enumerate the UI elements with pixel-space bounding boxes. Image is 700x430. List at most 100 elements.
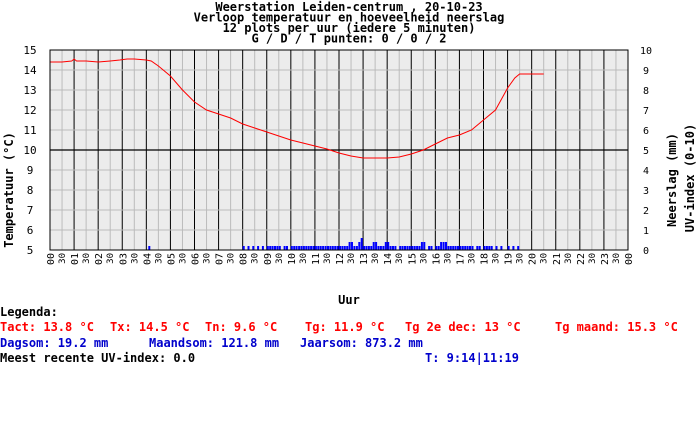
precip-bar bbox=[367, 246, 370, 250]
precip-bar bbox=[413, 246, 416, 250]
y-tick-left: 12 bbox=[23, 104, 36, 117]
x-tick-hour: 16 bbox=[431, 253, 442, 265]
precip-bar bbox=[471, 246, 474, 250]
precip-bar bbox=[406, 246, 409, 250]
x-tick-half: 30 bbox=[154, 253, 164, 264]
x-tick-hour: 13 bbox=[359, 253, 370, 265]
precip-bar bbox=[449, 246, 452, 250]
precip-bar bbox=[290, 246, 293, 250]
precip-bar bbox=[418, 246, 421, 250]
precip-bar bbox=[358, 242, 361, 250]
precip-bar bbox=[490, 246, 493, 250]
legend-tg: Tg: 11.9 °C bbox=[305, 320, 385, 334]
x-tick-hour: 00 bbox=[46, 253, 57, 265]
precip-bar bbox=[488, 246, 491, 250]
y-tick-left: 15 bbox=[23, 44, 36, 57]
x-tick-hour: 00 bbox=[624, 253, 635, 265]
x-tick-half: 30 bbox=[516, 253, 526, 264]
precip-bar bbox=[365, 246, 368, 250]
precip-bar bbox=[430, 246, 433, 250]
precip-bar bbox=[261, 246, 264, 250]
x-tick-hour: 20 bbox=[528, 253, 539, 265]
y-tick-left: 9 bbox=[27, 164, 34, 177]
precip-bar bbox=[252, 246, 255, 250]
x-tick-hour: 11 bbox=[311, 253, 322, 265]
precip-bar bbox=[346, 246, 349, 250]
precip-bar bbox=[445, 242, 447, 250]
title-line: Verloop temperatuur en hoeveelheid neers… bbox=[194, 11, 505, 25]
precip-bar bbox=[500, 246, 503, 250]
precip-bar bbox=[343, 246, 346, 250]
y-tick-right: 4 bbox=[643, 166, 649, 177]
precip-bar bbox=[459, 246, 462, 250]
y-tick-left: 14 bbox=[23, 64, 37, 77]
precip-bar bbox=[324, 246, 327, 250]
x-tick-hour: 03 bbox=[118, 253, 129, 265]
x-tick-half: 30 bbox=[106, 253, 116, 264]
precip-bar bbox=[416, 246, 419, 250]
x-tick-half: 30 bbox=[299, 253, 309, 264]
precip-bar bbox=[384, 242, 387, 250]
precip-bar bbox=[375, 242, 378, 250]
precip-bar bbox=[314, 246, 317, 250]
precip-bar bbox=[447, 246, 450, 250]
precip-bar bbox=[274, 246, 276, 250]
precip-bar bbox=[339, 246, 341, 250]
legend-uv-index: Meest recente UV-index: 0.0 bbox=[0, 351, 196, 365]
precip-bar bbox=[401, 246, 404, 250]
y-tick-left: 8 bbox=[27, 184, 34, 197]
legend-tact: Tact: 13.8 °C bbox=[0, 320, 94, 334]
precip-bar bbox=[370, 246, 373, 250]
title-line: Weerstation Leiden-centrum , 20-10-23 bbox=[215, 0, 482, 14]
y-axis-label-left: Temperatuur (°C) bbox=[2, 132, 16, 248]
precip-bar bbox=[286, 246, 288, 250]
precip-bar bbox=[440, 242, 443, 250]
x-tick-half: 30 bbox=[588, 253, 598, 264]
y-tick-left: 11 bbox=[23, 124, 36, 137]
y-tick-right: 10 bbox=[640, 46, 652, 57]
precip-bar bbox=[312, 246, 315, 250]
precip-bar bbox=[271, 246, 274, 250]
precip-bar bbox=[319, 246, 322, 250]
precip-bar bbox=[394, 246, 397, 250]
precip-bar bbox=[331, 246, 334, 250]
precip-bar bbox=[372, 242, 375, 250]
precip-bar bbox=[298, 246, 301, 250]
precip-bar bbox=[148, 246, 151, 250]
precip-bar bbox=[379, 246, 382, 250]
y-axis-label-right-uv: UV-index (0-10) bbox=[683, 124, 697, 232]
y-tick-right: 5 bbox=[643, 146, 649, 157]
y-tick-left: 6 bbox=[27, 224, 34, 237]
precip-bar bbox=[457, 246, 459, 250]
precip-bar bbox=[512, 246, 515, 250]
precip-bar bbox=[257, 246, 260, 250]
legend-dagsom: Dagsom: 19.2 mm bbox=[0, 336, 109, 350]
precip-bar bbox=[305, 246, 308, 250]
y-tick-right: 6 bbox=[643, 126, 649, 137]
y-tick-right: 9 bbox=[643, 66, 649, 77]
precip-bar bbox=[302, 246, 305, 250]
x-tick-hour: 06 bbox=[191, 253, 202, 265]
precip-bar bbox=[461, 246, 464, 250]
precip-bar bbox=[242, 246, 245, 250]
y-tick-left: 7 bbox=[27, 204, 34, 217]
precip-bar bbox=[408, 246, 411, 250]
legend-heading: Legenda: bbox=[0, 305, 58, 319]
precip-bar bbox=[420, 242, 423, 250]
x-tick-hour: 10 bbox=[287, 253, 298, 265]
temperature-line bbox=[50, 58, 544, 159]
x-tick-half: 30 bbox=[492, 253, 502, 264]
y-tick-left: 13 bbox=[23, 84, 36, 97]
legend-tn: Tn: 9.6 °C bbox=[205, 320, 278, 334]
precip-bar bbox=[300, 246, 303, 250]
precip-bar bbox=[404, 246, 406, 250]
y-tick-right: 7 bbox=[643, 106, 649, 117]
chart-title: Weerstation Leiden-centrum , 20-10-23Ver… bbox=[194, 0, 505, 46]
precip-bar bbox=[442, 242, 445, 250]
precip-bar bbox=[478, 246, 481, 250]
x-tick-half: 30 bbox=[564, 253, 574, 264]
precip-bar bbox=[485, 246, 488, 250]
x-tick-hour: 02 bbox=[94, 253, 105, 265]
precip-bar bbox=[266, 246, 269, 250]
left-axis-ticks: 5 6 7 8 9 10 11 12 13 14 15 bbox=[23, 44, 37, 257]
